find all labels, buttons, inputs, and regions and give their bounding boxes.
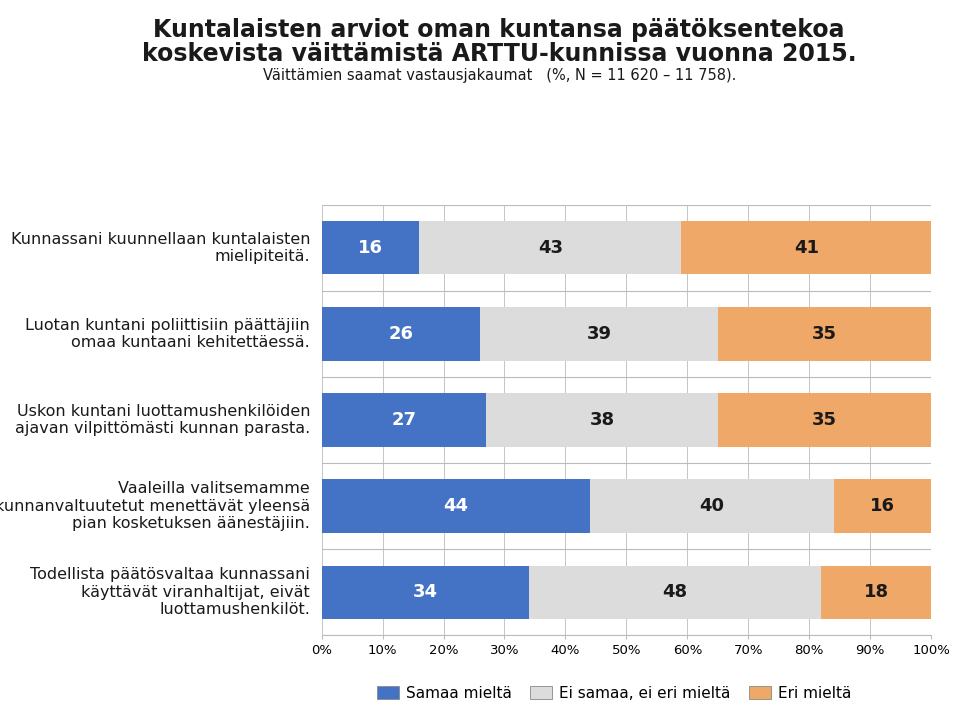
Text: Vaaleilla valitsemamme
kunnanvaltuutetut menettävät yleensä
pian kosketuksen ään: Vaaleilla valitsemamme kunnanvaltuutetut… [0,481,310,531]
Bar [480,307,718,360]
Text: 48: 48 [662,583,687,602]
Legend: Samaa mieltä, Ei samaa, ei eri mieltä, Eri mieltä: Samaa mieltä, Ei samaa, ei eri mieltä, E… [372,679,857,707]
Bar [718,307,931,360]
Text: 40: 40 [699,497,724,516]
Text: 16: 16 [358,238,383,257]
Bar [420,221,682,274]
Bar [322,480,589,533]
Bar [529,566,822,619]
Bar [682,221,931,274]
Bar [822,566,931,619]
Text: 38: 38 [589,411,614,429]
Text: Todellista päätösvaltaa kunnassani
käyttävät viranhaltijat, eivät
luottamushenki: Todellista päätösvaltaa kunnassani käytt… [30,567,310,617]
Bar [718,393,931,447]
Text: 35: 35 [812,325,837,343]
Text: 44: 44 [444,497,468,516]
Text: Väittämien saamat vastausjakaumat   (%, N = 11 620 – 11 758).: Väittämien saamat vastausjakaumat (%, N … [262,68,736,83]
Bar [322,307,480,360]
Text: 35: 35 [812,411,837,429]
Bar [486,393,718,447]
Text: 18: 18 [864,583,889,602]
Text: 27: 27 [392,411,417,429]
Bar [322,566,529,619]
Text: 43: 43 [538,238,563,257]
Text: 16: 16 [870,497,895,516]
Text: 41: 41 [794,238,819,257]
Text: 26: 26 [389,325,414,343]
Text: Uskon kuntani luottamushenkilöiden
ajavan vilpittömästi kunnan parasta.: Uskon kuntani luottamushenkilöiden ajava… [14,404,310,437]
Text: 34: 34 [413,583,438,602]
Text: Kuntalaisten arviot oman kuntansa päätöksentekoa: Kuntalaisten arviot oman kuntansa päätök… [154,18,845,42]
Bar [322,221,420,274]
Bar [589,480,833,533]
Text: Luotan kuntani poliittisiin päättäjiin
omaa kuntaani kehitettäessä.: Luotan kuntani poliittisiin päättäjiin o… [25,317,310,350]
Text: koskevista väittämistä ARTTU-kunnissa vuonna 2015.: koskevista väittämistä ARTTU-kunnissa vu… [142,42,856,65]
Bar [322,393,486,447]
Text: Kunnassani kuunnellaan kuntalaisten
mielipiteitä.: Kunnassani kuunnellaan kuntalaisten miel… [11,231,310,264]
Bar [833,480,931,533]
Text: 39: 39 [587,325,612,343]
